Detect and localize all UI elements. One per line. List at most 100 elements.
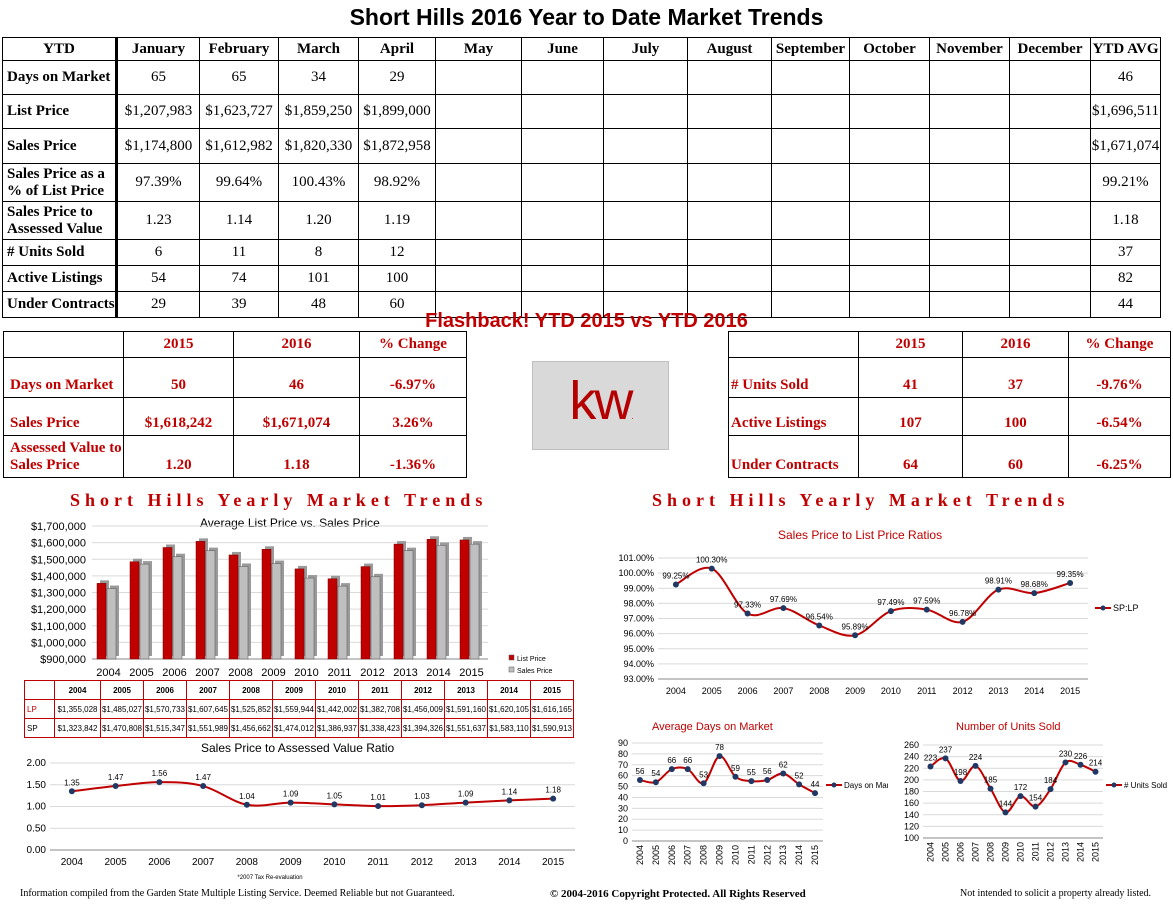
data-label: 59 [731, 764, 740, 773]
data-label: 52 [795, 771, 804, 780]
lp-sp-value-cell: $1,338,423 [358, 718, 402, 738]
ytd-cell [771, 239, 850, 266]
lp-sp-year-cell: 2011 [358, 680, 402, 700]
y-tick-label: 0.50 [27, 823, 47, 834]
ytd-cell [603, 239, 688, 266]
y-tick-label: 93.00% [623, 674, 654, 684]
data-point [652, 779, 659, 786]
data-point [1002, 809, 1009, 816]
ytd-table: YTD January February March April May June July A… [2, 37, 1161, 318]
data-label: 1.09 [283, 790, 299, 799]
ytd-row: # Units Sold 6 11 8 12 37 [2, 239, 1161, 266]
data-point [812, 790, 819, 797]
flashback-header-cell: % Change [1068, 331, 1171, 358]
y-tick-label: 101.00% [618, 553, 654, 563]
bar-chart-list-vs-sales: $900,000 $1,000,000 $1,100,000 $1,200,000 $1… [31, 521, 553, 679]
lp-sp-value-cell: $1,570,733 [143, 699, 187, 719]
lp-sp-header-row: 2004 2005 2006 2007 2008 2009 2010 2011 2012 2013… [24, 680, 574, 700]
x-tick-label: 2013 [393, 667, 417, 679]
ytd-cell [603, 60, 688, 95]
x-tick-label: 2005 [702, 686, 722, 696]
y-tick-label: $1,000,000 [31, 637, 86, 649]
x-tick-label: 2011 [328, 667, 352, 679]
flashback-title: Flashback! YTD 2015 vs YTD 2016 [425, 310, 748, 332]
data-label: 230 [1059, 749, 1073, 758]
data-point [972, 762, 979, 769]
flashback-cell-change: -6.97% [359, 357, 467, 398]
data-point [550, 795, 557, 802]
lp-sp-year-cell: 2012 [401, 680, 445, 700]
flashback-cell-v2016: 37 [962, 357, 1069, 398]
ytd-cell [771, 201, 850, 240]
ytd-cell [435, 201, 522, 240]
ytd-cell: 8 [278, 239, 359, 266]
data-label: 56 [636, 767, 645, 776]
y-tick-label: 200 [904, 775, 919, 785]
flashback-header-cell: 2015 [123, 331, 234, 358]
ytd-cell [1009, 265, 1091, 292]
bar-list-price [426, 539, 437, 660]
ytd-cell [1009, 239, 1091, 266]
x-tick-label: 2010 [1016, 842, 1026, 862]
data-point [744, 610, 751, 617]
flashback-header-cell: 2016 [962, 331, 1069, 358]
ytd-cell [435, 239, 522, 266]
lp-sp-value-cell: $1,559,944 [272, 699, 316, 719]
ytd-cell [771, 94, 850, 129]
flashback-cell-label: Active Listings [728, 397, 859, 436]
lp-sp-year-cell: 2004 [54, 680, 101, 700]
data-label: 1.05 [327, 791, 343, 800]
y-tick-label: 260 [904, 740, 919, 750]
data-label: 56 [763, 767, 772, 776]
ytd-header-cell: May [435, 37, 522, 61]
ytd-cell: 29 [358, 60, 436, 95]
data-label: 237 [939, 745, 953, 754]
x-tick-label: 2013 [778, 845, 788, 865]
ytd-cell: 1.14 [199, 201, 279, 240]
x-tick-label: 2004 [635, 845, 645, 865]
y-tick-label: 40 [618, 792, 628, 802]
x-tick-label: 2010 [881, 686, 901, 696]
ytd-cell [849, 265, 930, 292]
data-label: 99.25% [662, 571, 689, 580]
x-tick-label: 2007 [192, 857, 215, 868]
ytd-cell [1009, 291, 1091, 318]
x-tick-label: 2005 [941, 842, 951, 862]
x-tick-label: 2012 [360, 667, 384, 679]
ytd-cell [435, 128, 522, 164]
data-point [1062, 759, 1069, 766]
y-tick-label: 0 [623, 836, 628, 846]
data-label: 214 [1089, 759, 1103, 768]
ytd-cell: 29 [116, 291, 200, 318]
ytd-cell [687, 94, 772, 129]
tax-note: *2007 Tax Re-evaluation [237, 875, 302, 881]
data-point [112, 783, 119, 790]
ytd-cell: $1,859,250 [278, 94, 359, 129]
ytd-row-label: Days on Market [2, 60, 118, 95]
data-point [287, 799, 294, 806]
y-tick-label: 120 [904, 821, 919, 831]
series-line [639, 755, 816, 794]
data-point [987, 785, 994, 792]
y-tick-label: 50 [618, 782, 628, 792]
y-tick-label: 180 [904, 787, 919, 797]
x-tick-label: 2008 [699, 845, 709, 865]
data-label: 53 [699, 770, 708, 779]
ytd-cell [521, 239, 604, 266]
data-point [684, 766, 691, 773]
bar-list-price [129, 561, 140, 660]
ytd-avg-cell: 44 [1090, 291, 1161, 318]
ytd-cell [771, 128, 850, 164]
data-label: 144 [999, 799, 1013, 808]
data-point [1092, 768, 1099, 775]
ytd-cell [849, 239, 930, 266]
data-label: 223 [924, 754, 938, 763]
flashback-cell-v2015: 64 [858, 435, 963, 478]
y-tick-label: $1,600,000 [31, 538, 86, 550]
lp-sp-value-cell: $1,386,937 [315, 718, 359, 738]
ytd-cell [771, 291, 850, 318]
x-tick-label: 2011 [367, 857, 389, 868]
lp-sp-value-cell: $1,590,913 [530, 718, 574, 738]
lp-sp-year-cell: 2007 [186, 680, 230, 700]
data-point [957, 778, 964, 785]
